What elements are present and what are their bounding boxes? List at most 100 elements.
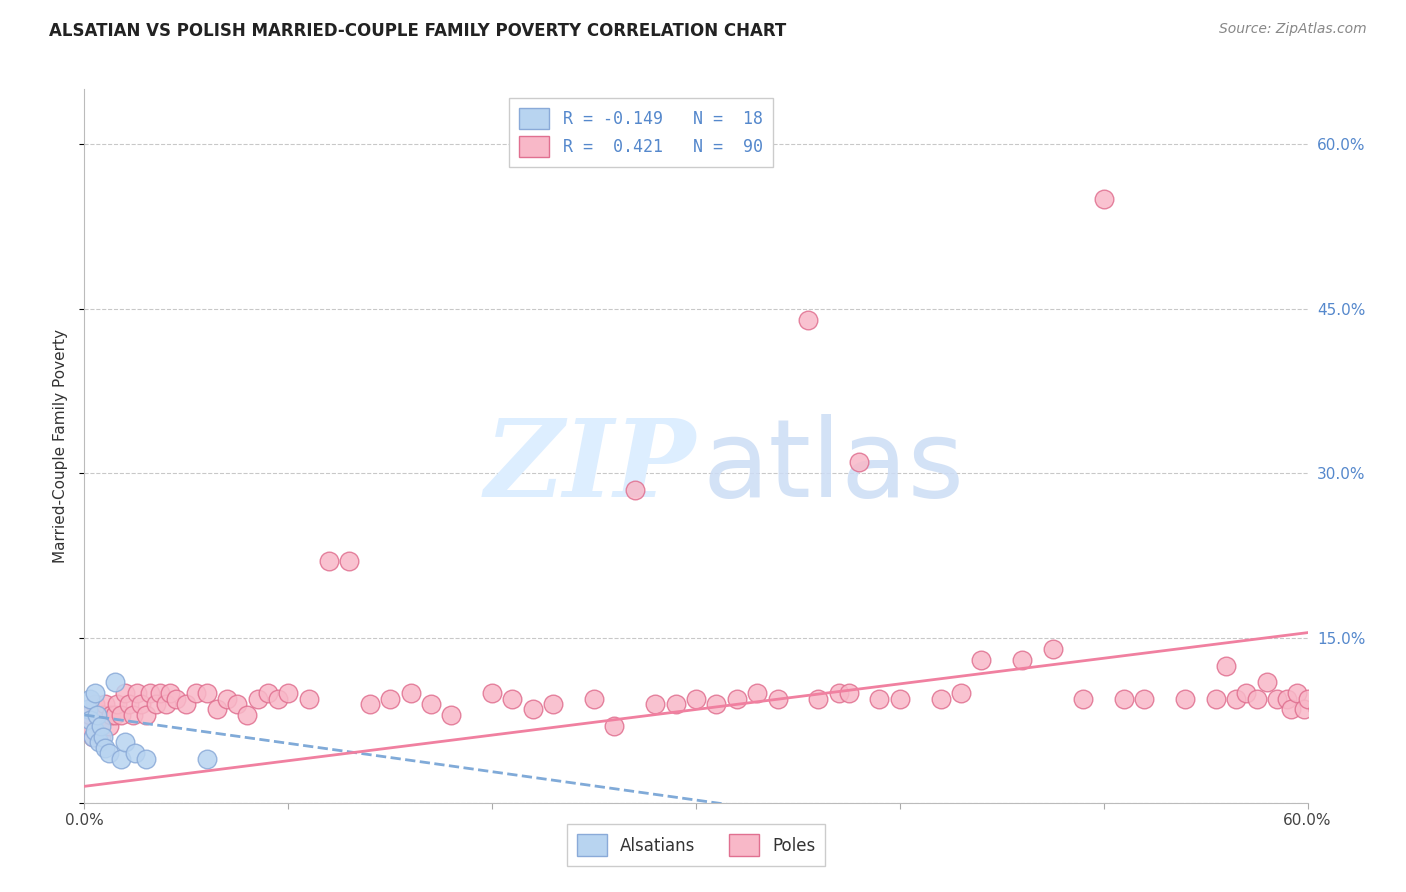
Point [93,740,117,755]
Point [1277,691,1299,706]
Point [706,697,728,711]
Point [420,697,443,711]
Point [90,730,112,744]
Text: atlas: atlas [702,415,965,520]
Point [257,686,280,700]
Point [848,455,870,469]
Point [644,697,666,711]
Point [236,708,259,723]
Text: ALSATIAN VS POLISH MARRIED-COUPLE FAMILY POVERTY CORRELATION CHART: ALSATIAN VS POLISH MARRIED-COUPLE FAMILY… [49,22,786,40]
Point [797,312,820,326]
Point [318,554,340,568]
Point [1092,192,1115,206]
Point [124,747,146,761]
Point [79,708,101,723]
Point [1133,691,1156,706]
Point [1114,691,1136,706]
Point [747,686,769,700]
Point [1215,658,1237,673]
Point [583,691,606,706]
Point [86,708,108,723]
Point [165,691,187,706]
Point [83,724,105,739]
Point [869,691,891,706]
Point [440,708,463,723]
Legend: Alsatians, Poles: Alsatians, Poles [567,824,825,866]
Point [522,702,544,716]
Point [1265,691,1288,706]
Point [97,747,120,761]
Point [267,691,290,706]
Point [93,697,117,711]
Point [1306,702,1329,716]
Point [77,719,100,733]
Y-axis label: Married-Couple Family Poverty: Married-Couple Family Poverty [53,329,69,563]
Point [1286,686,1309,700]
Point [665,697,688,711]
Point [82,730,104,744]
Point [91,730,114,744]
Point [155,697,177,711]
Point [1042,642,1064,657]
Point [105,697,128,711]
Point [624,483,647,497]
Point [226,697,249,711]
Point [131,697,153,711]
Point [149,686,172,700]
Point [135,752,157,766]
Point [970,653,993,667]
Point [83,697,105,711]
Point [114,686,136,700]
Point [339,554,361,568]
Text: ZIP: ZIP [485,415,696,520]
Point [298,691,321,706]
Point [603,719,626,733]
Point [1205,691,1227,706]
Point [766,691,789,706]
Point [176,697,198,711]
Point [502,691,524,706]
Point [82,730,104,744]
Point [1011,653,1033,667]
Point [186,686,208,700]
Point [195,686,218,700]
Point [138,686,160,700]
Point [1256,675,1278,690]
Point [246,691,269,706]
Point [205,702,228,716]
Point [1174,691,1197,706]
Point [110,708,132,723]
Point [950,686,973,700]
Point [100,708,122,723]
Point [1236,686,1258,700]
Point [145,697,167,711]
Point [159,686,181,700]
Point [135,708,157,723]
Point [359,697,381,711]
Point [889,691,911,706]
Point [77,702,100,716]
Point [399,686,422,700]
Point [543,697,565,711]
Point [828,686,851,700]
Point [929,691,952,706]
Point [1317,691,1340,706]
Point [217,691,239,706]
Point [380,691,402,706]
Point [122,708,145,723]
Point [97,719,120,733]
Point [104,708,127,723]
Point [277,686,299,700]
Point [685,691,707,706]
Point [114,735,136,749]
Point [1225,691,1247,706]
Point [1073,691,1095,706]
Point [91,708,114,723]
Point [838,686,860,700]
Point [86,708,108,723]
Point [104,675,127,690]
Point [1279,702,1302,716]
Point [79,714,101,728]
Point [127,686,149,700]
Point [83,686,105,700]
